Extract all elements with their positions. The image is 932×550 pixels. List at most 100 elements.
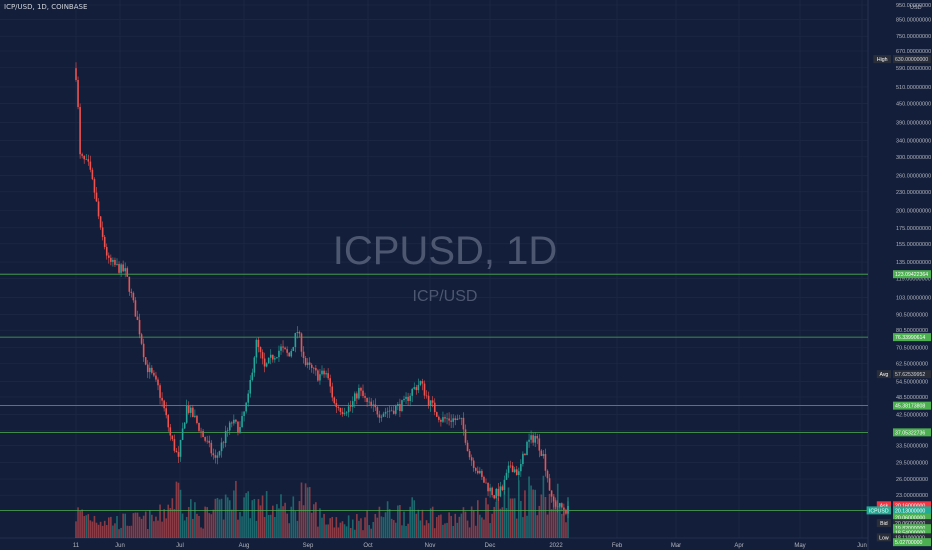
volume-bar <box>495 501 498 538</box>
volume-bar <box>185 516 188 538</box>
volume-bar <box>522 517 524 538</box>
y-tick-label: 750.00000000 <box>896 34 931 40</box>
volume-bar <box>386 501 389 538</box>
y-tick-label: 260.00000000 <box>896 174 931 180</box>
volume-bar <box>308 487 311 538</box>
symbol-header: ICP/USD, 1D, COINBASE <box>4 3 88 11</box>
candle-body <box>493 495 495 499</box>
volume-bar <box>290 506 293 538</box>
candle-body <box>399 404 401 412</box>
candle-body <box>427 395 430 406</box>
candle-body <box>286 349 288 353</box>
x-tick-label: 2022 <box>549 543 563 549</box>
volume-bar <box>450 515 452 538</box>
time-axis[interactable]: 11 Jun Jul Aug Sep Oct Nov Dec 2022 Feb Mar Apr May J… <box>73 543 867 549</box>
candle-body <box>163 400 165 409</box>
volume-bar <box>415 513 418 538</box>
price-label-value: 630.00000000 <box>895 57 928 63</box>
volume-bar <box>392 520 395 538</box>
volume-bar <box>559 502 561 538</box>
horizontal-levels[interactable] <box>0 273 868 511</box>
candle-body <box>362 390 364 397</box>
candle-body <box>503 479 506 491</box>
candle-body <box>440 419 442 422</box>
volume-bar <box>423 525 426 538</box>
candle-body <box>313 367 315 369</box>
candle-body <box>261 352 264 359</box>
volume-bar <box>489 523 491 538</box>
candle-body <box>565 509 567 514</box>
candle-body <box>183 422 186 429</box>
price-label-name: Bid <box>880 521 888 527</box>
volume-bar <box>298 501 301 538</box>
candle-body <box>343 413 346 415</box>
volume-bar <box>409 506 411 538</box>
volume-bar <box>208 513 211 538</box>
volume-bar <box>507 487 510 538</box>
candle-body <box>540 450 543 456</box>
candle-body <box>462 417 465 430</box>
candle-body <box>267 357 270 364</box>
candle-body <box>144 357 147 365</box>
y-tick-label: 62.50000000 <box>896 361 928 367</box>
candle-body <box>382 413 385 417</box>
volume-bar <box>228 500 231 538</box>
price-label-box <box>893 528 931 537</box>
candle-body <box>561 503 563 508</box>
candle-body <box>212 453 215 456</box>
volume-bar <box>294 511 297 538</box>
volume-bar <box>468 527 471 538</box>
candle-body <box>165 408 167 416</box>
volume-bar <box>95 522 98 538</box>
candle-body <box>228 422 231 431</box>
candle-body <box>136 316 139 321</box>
volume-bar <box>97 524 100 538</box>
candle-body <box>175 450 178 453</box>
volume-bar <box>528 476 530 538</box>
volume-bar <box>280 494 282 538</box>
candle-body <box>323 370 325 375</box>
volume-bar <box>138 516 141 538</box>
candle-body <box>528 439 530 442</box>
candle-body <box>220 442 223 452</box>
candle-body <box>417 384 420 391</box>
watermark-pair: ICP/USD <box>413 288 478 305</box>
candle-body <box>479 470 481 474</box>
volume-bar <box>243 497 245 538</box>
volume-bar <box>241 516 243 538</box>
candle-body <box>481 470 483 477</box>
volume-bar <box>214 498 217 538</box>
volume-bar <box>466 520 469 538</box>
volume-bar <box>487 504 489 538</box>
candle-body <box>290 351 293 357</box>
candle-body <box>397 404 399 407</box>
volume-bar <box>540 494 543 538</box>
candle-body <box>151 367 153 373</box>
candle-body <box>474 467 477 471</box>
y-tick-label: 29.50000000 <box>896 460 928 466</box>
candle-body <box>138 320 141 335</box>
volume-bar <box>140 518 143 538</box>
volume-bar <box>274 516 276 538</box>
candle-body <box>181 428 184 440</box>
x-tick-label: Jun <box>857 543 867 549</box>
price-label-box <box>893 519 931 528</box>
candle-body <box>185 405 188 423</box>
candle-body <box>358 387 360 399</box>
candle-body <box>282 346 284 348</box>
volume-bar <box>325 524 327 538</box>
candle-body <box>546 470 549 479</box>
candle-body <box>347 406 350 413</box>
candle-body <box>518 471 520 475</box>
volume-bar <box>442 524 444 538</box>
volume-bar <box>85 515 88 538</box>
volume-bar <box>526 515 528 538</box>
candle-body <box>327 373 329 379</box>
volume-bar <box>561 513 563 538</box>
volume-bar <box>477 500 479 538</box>
volume-bar <box>360 518 362 538</box>
price-axis[interactable]: 950.00000000 850.00000000 750.00000000 670.… <box>896 3 931 499</box>
y-tick-label: 390.00000000 <box>896 120 931 126</box>
volume-bar <box>292 496 295 538</box>
